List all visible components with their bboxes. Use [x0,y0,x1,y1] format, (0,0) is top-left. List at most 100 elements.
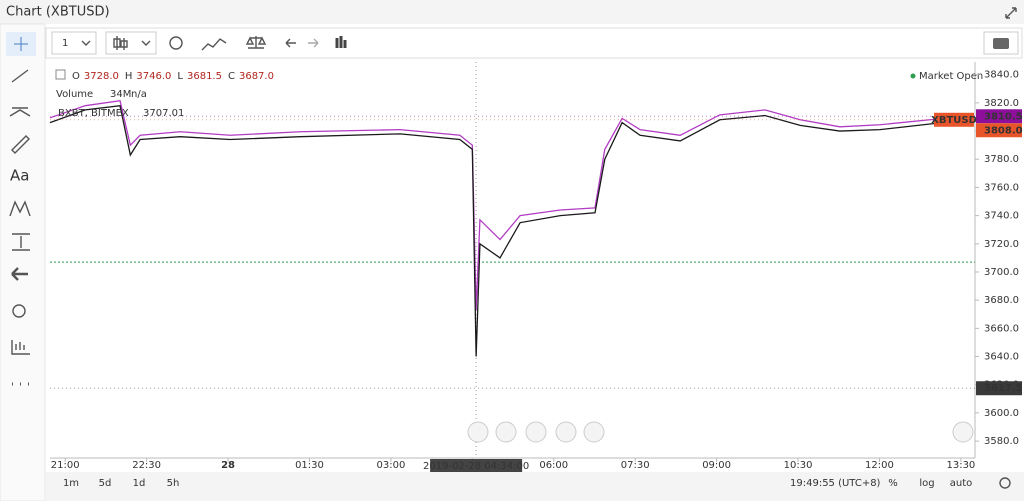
interval: 1 [62,38,68,49]
option-button[interactable] [913,475,941,491]
text-tool[interactable]: Aa [10,167,29,185]
x-tick-label: 10:30 [784,460,813,471]
y-tick-label: 3740.0 [984,211,1019,222]
x-tick-label: 21:00 [51,460,80,471]
redo-icon[interactable] [308,38,319,48]
y-tick-label: 3760.0 [984,182,1019,193]
candle-icon [113,36,128,50]
dropdown-arrow [141,40,151,46]
x-tick-label: 07:30 [621,460,650,471]
camera-icon [993,38,1009,49]
zoom-tool[interactable] [12,304,26,318]
ohlc-value: 3687.0 [239,71,274,82]
range-label: 5h [167,478,180,489]
dropdown-arrow [81,40,91,46]
expand-icon[interactable] [1005,7,1017,19]
range-button[interactable] [126,475,152,491]
crosshair-icon [14,37,28,51]
title-bar [0,0,1024,24]
interval-select[interactable] [51,31,97,55]
undo-icon[interactable] [285,38,296,48]
price-tag [976,381,1022,396]
bars-icon[interactable] [335,36,347,48]
plot [49,62,976,458]
nav-zoom-in[interactable] [555,421,577,443]
indicators-icon[interactable] [201,38,227,51]
pattern-tool[interactable] [9,200,31,217]
volume-extra: n/a [131,89,147,100]
option-label: log [919,478,934,489]
price-tag-label: 3808.0 [984,125,1023,136]
y-tick-label: 3700.0 [984,267,1019,278]
range-label: 5d [99,478,112,489]
chart-style-button[interactable] [105,31,157,55]
x-tick-label: 06:00 [539,460,568,471]
y-tick-label: 3660.0 [984,323,1019,334]
y-tick-label: 3580.0 [984,436,1019,447]
range-button[interactable] [160,475,186,491]
option-button[interactable] [879,475,907,491]
scale-tool[interactable] [11,340,30,355]
crosshair-label-bg [430,459,523,472]
footer [46,472,1024,501]
option-label: % [888,478,898,489]
clock: 19:49:55 (UTC+8) [790,478,881,489]
range-label: 1m [63,478,79,489]
index-value: 3707.01 [143,108,184,119]
volume-value: 34M [110,89,131,100]
brush-tool[interactable] [11,135,30,154]
navigation [467,421,974,443]
ohlc-key: C [228,71,235,82]
x-tick-label: 09:00 [702,460,731,471]
x-tick-label: 28 [221,460,235,471]
nav-right[interactable] [583,421,605,443]
status-dot [910,73,916,79]
footer-settings[interactable] [999,477,1011,489]
nav-left[interactable] [467,421,489,443]
x-tick-label: 22:30 [132,460,161,471]
y-tick-label: 3820.0 [984,98,1019,109]
fib-tool[interactable] [9,107,31,117]
y-tick-label: 3840.0 [984,70,1019,81]
ohlc-key: H [125,71,133,82]
collapse-box[interactable] [55,69,66,80]
price-tag-label: 3617.5 [984,383,1023,394]
window-title: Chart (XBTUSD) [6,5,110,20]
nav-zoom-out[interactable] [495,421,517,443]
y-tick-label: 3720.0 [984,239,1019,250]
price-line [49,100,976,311]
remove-tool[interactable] [11,267,28,281]
market-status: Market Open [919,71,983,82]
range-button[interactable] [92,475,118,491]
option-button[interactable] [947,475,975,491]
y-tick-label: 3780.0 [984,154,1019,165]
ohlc-value: 3728.0 [84,71,119,82]
compare-icon[interactable] [245,36,267,49]
price-line [49,104,976,357]
x-tick-label: 03:00 [376,460,405,471]
nav-latest[interactable] [952,421,974,443]
y-tick-label: 3640.0 [984,352,1019,363]
volume-label: Volume [56,89,93,100]
x-tick-label: 01:30 [295,460,324,471]
toolbar [45,27,1023,59]
measure-tool[interactable] [12,233,30,251]
nav-reset[interactable] [525,421,547,443]
line-tool[interactable] [11,69,29,83]
ohlc-key: O [72,71,80,82]
range-button[interactable] [58,475,84,491]
ohlc-value: 3746.0 [136,71,171,82]
y-tick-label: 3680.0 [984,295,1019,306]
settings-icon[interactable] [169,36,183,50]
ohlc-value: 3681.5 [187,71,222,82]
index-label: BXBT, BITMEX [58,108,129,119]
price-tag-label: 3810.5 [984,111,1023,122]
crosshair-label: 2019-02-28 04:34:00 [423,461,529,472]
range-label: 1d [133,478,146,489]
price-tag [976,123,1022,138]
y-tick-label: 3600.0 [984,408,1019,419]
ohlc-legend: O 3728.0 H 3746.0 L 3681.5 C 3687.0 [72,71,274,82]
x-tick-label: 13:30 [946,460,975,471]
